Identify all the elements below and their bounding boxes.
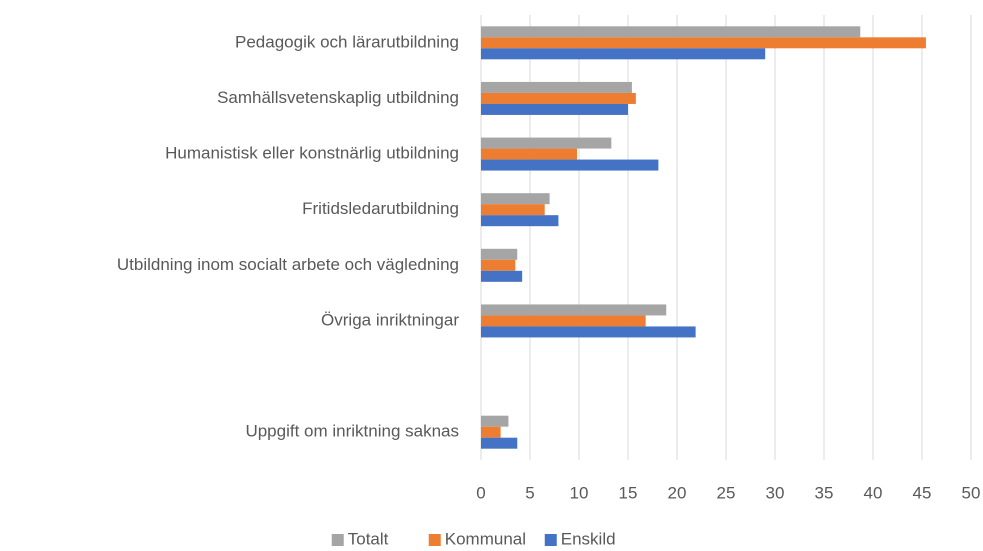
y-tick-label: Samhällsvetenskaplig utbildning bbox=[217, 88, 459, 107]
y-tick-label: Övriga inriktningar bbox=[321, 310, 459, 329]
bar bbox=[481, 415, 509, 427]
x-tick-label: 35 bbox=[815, 483, 834, 502]
x-tick-label: 50 bbox=[962, 483, 981, 502]
y-tick-label: Humanistisk eller konstnärlig utbildning bbox=[165, 144, 459, 163]
bar bbox=[481, 426, 501, 438]
x-tick-label: 15 bbox=[619, 483, 638, 502]
legend-label: Kommunal bbox=[445, 529, 526, 548]
bar bbox=[481, 148, 578, 160]
x-tick-label: 25 bbox=[717, 483, 736, 502]
x-tick-label: 0 bbox=[476, 483, 485, 502]
legend-label: Totalt bbox=[348, 529, 389, 548]
bar bbox=[481, 81, 632, 93]
bar bbox=[481, 304, 667, 316]
x-tick-label: 5 bbox=[525, 483, 534, 502]
bar bbox=[481, 137, 612, 149]
bar bbox=[481, 92, 636, 104]
legend-swatch bbox=[544, 534, 557, 546]
y-tick-label: Pedagogik och lärarutbildning bbox=[235, 32, 459, 51]
y-tick-label: Uppgift om inriktning saknas bbox=[245, 422, 459, 441]
bar bbox=[481, 193, 550, 205]
x-tick-label: 30 bbox=[766, 483, 785, 502]
legend-swatch bbox=[428, 534, 441, 546]
x-tick-label: 20 bbox=[668, 483, 687, 502]
y-tick-label: Utbildning inom socialt arbete och vägle… bbox=[117, 255, 459, 274]
x-tick-label: 40 bbox=[864, 483, 883, 502]
x-tick-label: 10 bbox=[570, 483, 589, 502]
x-tick-label: 45 bbox=[913, 483, 932, 502]
legend-label: Enskild bbox=[561, 529, 616, 548]
bar bbox=[481, 215, 559, 227]
bar bbox=[481, 248, 518, 260]
bar bbox=[481, 270, 523, 282]
bar bbox=[481, 437, 518, 449]
bar bbox=[481, 48, 766, 60]
bar bbox=[481, 103, 628, 115]
bar bbox=[481, 259, 516, 271]
bar bbox=[481, 37, 926, 49]
bar bbox=[481, 204, 545, 216]
y-tick-label: Fritidsledarutbildning bbox=[302, 199, 459, 218]
legend-swatch bbox=[331, 534, 344, 546]
bar bbox=[481, 326, 696, 338]
bar bbox=[481, 315, 646, 327]
bar bbox=[481, 26, 861, 38]
bar bbox=[481, 159, 659, 171]
